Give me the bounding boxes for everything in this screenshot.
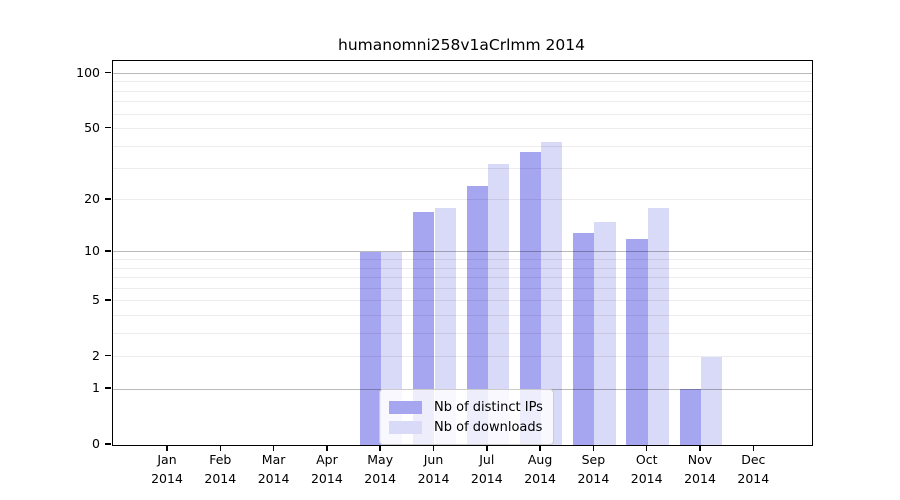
x-tick-mark <box>539 445 541 451</box>
x-tick-label: Jun 2014 <box>417 452 450 486</box>
bar-distinct-ips-jul <box>466 185 488 445</box>
x-tick-label: Mar 2014 <box>257 452 290 486</box>
y-tick-mark <box>104 354 111 357</box>
y-tick-label: 0 <box>92 436 100 451</box>
bar-distinct-ips-nov <box>679 389 701 445</box>
y-tick-label: 20 <box>84 190 100 206</box>
bar-downloads-sep <box>594 221 616 445</box>
y-tick-mark <box>104 299 111 301</box>
x-tick-label: Aug 2014 <box>524 452 556 486</box>
x-tick-label: Oct 2014 <box>630 452 663 486</box>
bar-downloads-nov <box>701 356 723 445</box>
y-tick-label: 1 <box>92 380 100 396</box>
bar-downloads-jun <box>434 207 456 445</box>
y-tick-mark <box>104 250 111 252</box>
bar-distinct-ips-may <box>359 251 382 445</box>
x-tick-label: Apr 2014 <box>310 452 343 486</box>
y-tick-mark <box>104 126 111 129</box>
legend: Nb of distinct IPs Nb of downloads <box>379 389 554 445</box>
x-tick-label: Sep 2014 <box>577 452 610 486</box>
x-tick-label: Jul 2014 <box>470 452 503 486</box>
y-tick-label: 2 <box>92 347 100 363</box>
legend-label-distinct-ips: Nb of distinct IPs <box>434 399 543 415</box>
x-tick-label: Nov 2014 <box>684 452 716 486</box>
chart-title: humanomni258v1aCrlmm 2014 <box>338 36 585 54</box>
bar-distinct-ips-sep <box>573 232 595 445</box>
x-tick-mark <box>219 445 222 451</box>
bar-distinct-ips-oct <box>626 238 648 445</box>
x-tick-label: Jan 2014 <box>151 452 183 486</box>
y-tick-mark <box>104 71 111 74</box>
y-tick-mark <box>104 198 111 200</box>
x-tick-mark <box>752 445 755 451</box>
y-tick-label: 5 <box>92 291 100 307</box>
legend-swatch-downloads <box>389 420 422 434</box>
x-tick-label: Feb 2014 <box>204 452 237 486</box>
x-tick-mark <box>432 445 435 451</box>
x-tick-mark <box>326 445 328 451</box>
x-tick-mark <box>166 445 168 451</box>
x-tick-label: Dec 2014 <box>737 452 770 486</box>
legend-entry-distinct-ips: Nb of distinct IPs <box>389 397 543 417</box>
bar-distinct-ips-jun <box>413 212 435 445</box>
y-tick-mark <box>104 387 111 389</box>
y-tick-mark <box>104 443 111 445</box>
bar-downloads-aug <box>541 142 563 445</box>
x-tick-label: May 2014 <box>364 452 397 486</box>
bars-layer <box>113 61 812 445</box>
y-tick-label: 10 <box>84 242 100 258</box>
bar-downloads-oct <box>647 207 669 445</box>
legend-label-downloads: Nb of downloads <box>434 419 543 435</box>
plot-area: Nb of distinct IPs Nb of downloads <box>112 60 813 446</box>
x-tick-mark <box>699 445 701 451</box>
y-tick-label: 100 <box>76 64 100 80</box>
legend-swatch-distinct-ips <box>389 400 422 414</box>
x-tick-mark <box>272 445 275 451</box>
bar-distinct-ips-aug <box>519 152 542 445</box>
bar-downloads-jul <box>487 163 510 445</box>
x-tick-mark <box>645 445 648 451</box>
x-tick-mark <box>592 445 595 451</box>
legend-entry-downloads: Nb of downloads <box>389 417 543 437</box>
y-tick-label: 50 <box>84 119 100 135</box>
x-tick-mark <box>486 445 488 451</box>
x-tick-mark <box>379 445 381 451</box>
